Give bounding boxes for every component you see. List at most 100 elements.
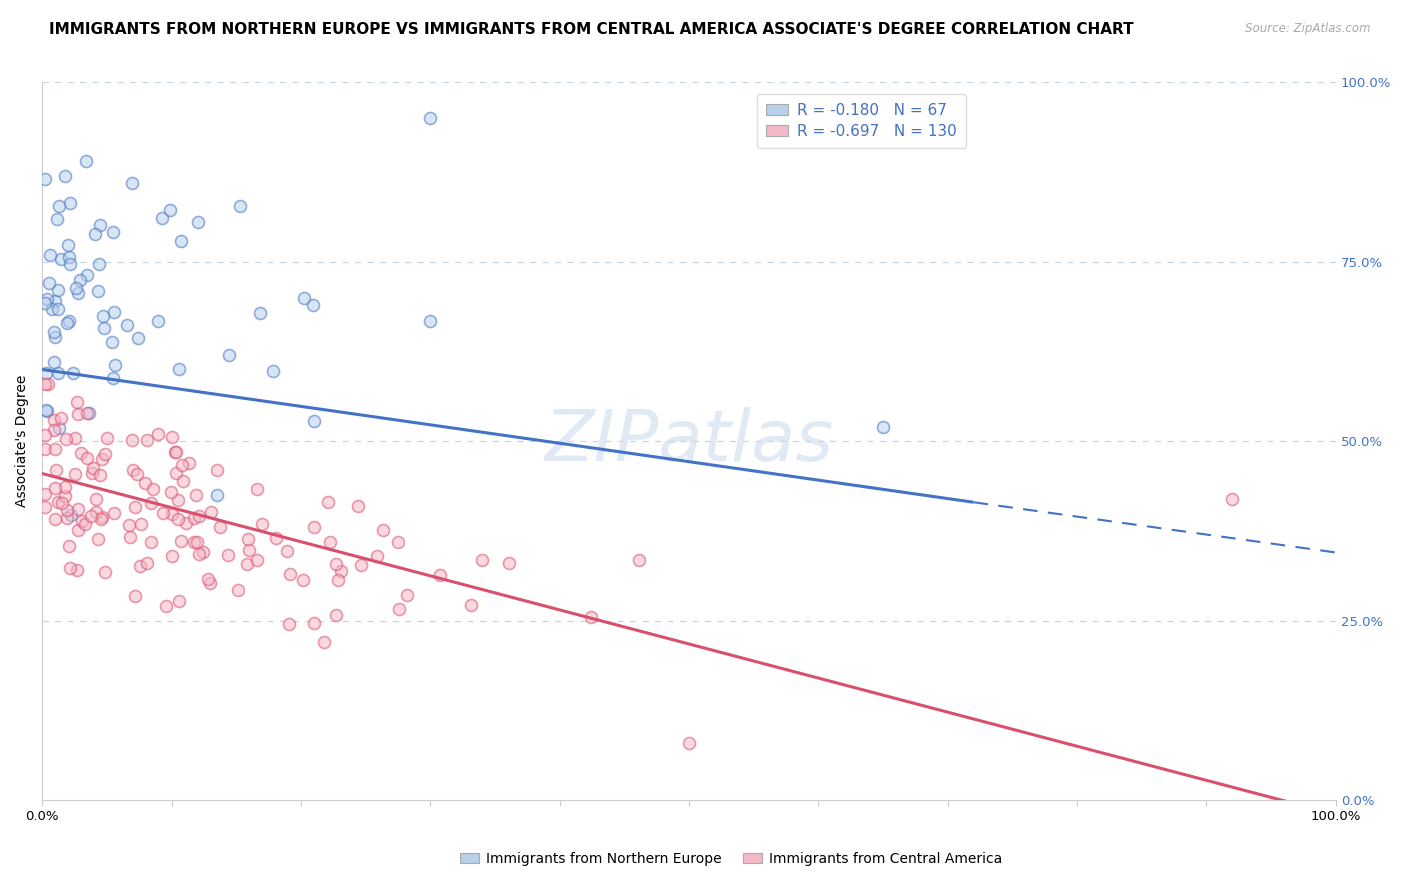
Point (103, 305, 125, 319)
Point (101, 335, 124, 350)
Point (45, 463, 67, 477)
Point (35, 402, 58, 417)
Point (103, 506, 125, 520)
Point (314, 635, 336, 649)
Point (160, 485, 183, 500)
Point (59, 257, 82, 271)
Point (101, 370, 124, 384)
Point (188, 508, 211, 523)
Point (104, 358, 127, 372)
Point (44, 442, 66, 457)
Point (292, 573, 315, 587)
Point (90, 512, 112, 526)
Point (34, 428, 56, 442)
Point (66, 395, 89, 409)
Point (302, 520, 325, 534)
Point (134, 475, 156, 490)
Point (93, 321, 115, 335)
Point (276, 544, 298, 558)
Point (89, 467, 111, 482)
Point (325, 607, 347, 622)
Point (177, 456, 200, 470)
Point (51, 410, 73, 425)
Point (165, 444, 187, 458)
Point (82, 467, 104, 481)
Point (38, 276, 60, 290)
Point (193, 545, 215, 559)
Point (186, 488, 208, 502)
Point (56, 237, 79, 252)
Point (67, 501, 90, 516)
Point (44, 512, 66, 526)
Point (217, 548, 239, 562)
Point (76, 407, 98, 421)
Point (316, 495, 339, 509)
Point (76, 451, 98, 466)
Point (183, 535, 205, 549)
Point (1220, 491, 1243, 506)
Point (187, 215, 209, 229)
Point (48, 199, 70, 213)
Point (58, 313, 80, 327)
Point (89, 256, 111, 270)
Point (82, 460, 104, 475)
Point (167, 512, 190, 526)
Point (59, 195, 82, 210)
Point (70, 514, 93, 528)
Point (218, 348, 240, 362)
Point (58, 539, 80, 553)
Point (91, 310, 114, 324)
Point (121, 462, 143, 476)
Point (167, 594, 190, 608)
Point (34, 486, 56, 500)
Point (46, 301, 69, 316)
Legend: R = -0.180   N = 67, R = -0.697   N = 130: R = -0.180 N = 67, R = -0.697 N = 130 (758, 94, 966, 148)
Point (205, 488, 228, 502)
Point (39, 248, 62, 262)
Point (115, 318, 138, 332)
Point (69, 273, 91, 287)
Point (87, 532, 110, 546)
Point (229, 198, 252, 212)
Point (167, 493, 190, 508)
Point (34, 172, 56, 186)
Point (152, 506, 174, 520)
Point (121, 433, 143, 447)
Point (55, 316, 77, 330)
Point (136, 433, 159, 447)
Point (53, 480, 76, 494)
Point (60, 508, 83, 523)
Point (146, 427, 169, 442)
Y-axis label: Associate's Degree: Associate's Degree (15, 375, 30, 508)
Point (350, 558, 373, 573)
Point (170, 234, 193, 248)
Point (165, 467, 187, 481)
Point (84, 491, 107, 506)
Point (160, 507, 183, 521)
Point (55, 169, 77, 183)
Text: ZIPatlas: ZIPatlas (544, 407, 834, 475)
Point (226, 583, 249, 598)
Point (42, 423, 65, 437)
Point (41, 301, 63, 316)
Point (75, 154, 97, 169)
Point (371, 524, 394, 538)
Point (302, 298, 325, 312)
Point (118, 517, 141, 532)
Point (245, 483, 267, 497)
Point (208, 519, 231, 533)
Point (104, 61, 127, 75)
Point (170, 458, 193, 473)
Point (37, 376, 59, 391)
Point (51, 495, 73, 509)
Point (89, 218, 111, 232)
Point (125, 467, 148, 481)
Point (46, 366, 69, 380)
Point (262, 364, 284, 378)
Point (101, 225, 124, 239)
Point (277, 617, 299, 632)
Point (66, 286, 89, 301)
Point (128, 559, 150, 574)
Point (236, 532, 259, 546)
Point (172, 474, 194, 488)
